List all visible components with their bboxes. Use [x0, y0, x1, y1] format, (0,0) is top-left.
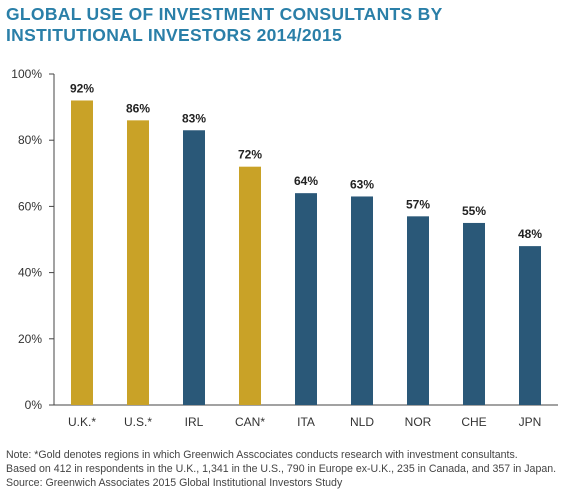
data-label: 83%: [182, 111, 206, 125]
bar-chart: 0% 20% 40% 60% 80% 100% 92% U.K.* 86% U.S.* 83% IRL…: [11, 67, 558, 429]
chart-title: GLOBAL USE OF INVESTMENT CONSULTANTS BY …: [6, 4, 526, 46]
y-tick-label: 60%: [18, 199, 42, 213]
data-label: 86%: [126, 101, 150, 115]
x-tick-label: U.K.*: [68, 415, 96, 429]
data-label: 57%: [406, 197, 430, 211]
x-tick-label: NOR: [405, 415, 432, 429]
bar: [351, 196, 373, 405]
note-source: Source: Greenwich Associates 2015 Global…: [6, 477, 343, 489]
x-tick-label: CHE: [461, 415, 486, 429]
chart-title-line-2: INSTITUTIONAL INVESTORS 2014/2015: [6, 25, 343, 45]
x-tick-label: IRL: [185, 415, 204, 429]
y-tick-label: 80%: [18, 133, 42, 147]
y-tick-label: 20%: [18, 332, 42, 346]
y-tick-label: 0%: [25, 398, 43, 412]
bar: [239, 166, 261, 405]
y-tick-label: 100%: [11, 67, 42, 81]
data-label: 64%: [294, 174, 318, 188]
data-label: 63%: [350, 177, 374, 191]
data-label: 55%: [462, 204, 486, 218]
bar: [183, 130, 205, 405]
x-tick-label: NLD: [350, 415, 374, 429]
x-tick-label: JPN: [519, 415, 542, 429]
footnotes: Note: *Gold denotes regions in which Gre…: [6, 448, 571, 490]
x-tick-label: ITA: [297, 415, 315, 429]
x-tick-label: CAN*: [235, 415, 265, 429]
note-respondents: Based on 412 in respondents in the U.K.,…: [6, 463, 557, 475]
data-label: 48%: [518, 227, 542, 241]
bar: [519, 246, 541, 405]
note-gold: Note: *Gold denotes regions in which Gre…: [6, 449, 518, 461]
bar: [407, 216, 429, 405]
bar: [295, 193, 317, 405]
data-label: 72%: [238, 148, 262, 162]
y-tick-label: 40%: [18, 266, 42, 280]
bar: [463, 222, 485, 405]
bar: [71, 100, 93, 405]
chart-title-line-1: GLOBAL USE OF INVESTMENT CONSULTANTS BY: [6, 4, 443, 24]
x-tick-label: U.S.*: [124, 415, 152, 429]
bar: [127, 120, 149, 405]
data-label: 92%: [70, 81, 94, 95]
